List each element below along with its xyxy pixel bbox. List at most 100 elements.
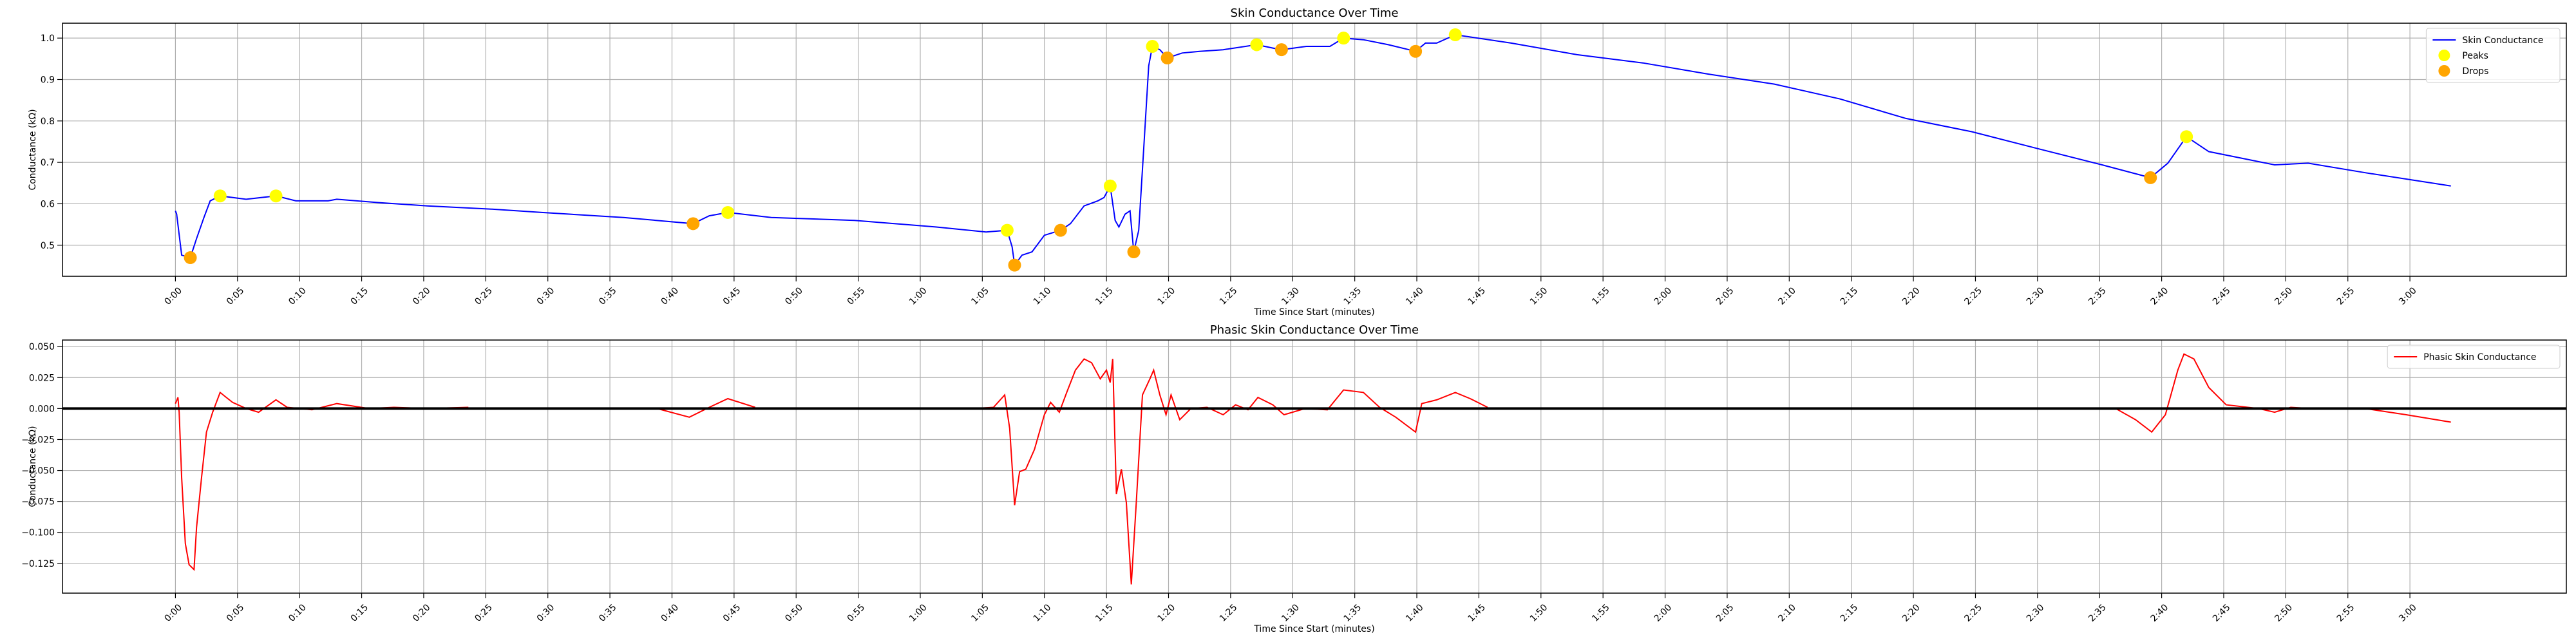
x-tick-label: 2:20 [1900, 285, 1922, 307]
x-tick-label: 0:50 [783, 602, 805, 624]
x-axis-label: Time Since Start (minutes) [1253, 307, 1374, 317]
x-tick-label: 0:45 [721, 602, 743, 624]
x-tick-label: 1:25 [1218, 285, 1240, 307]
x-tick-label: 0:10 [287, 285, 308, 307]
x-tick-label: 0:15 [349, 602, 371, 624]
axes-frame [62, 23, 2567, 277]
x-axis-label: Time Since Start (minutes) [1253, 624, 1374, 634]
y-tick-label: −0.125 [21, 559, 55, 569]
x-tick-label: 2:35 [2087, 602, 2108, 624]
x-tick-label: 0:20 [411, 285, 433, 307]
x-tick-label: 2:50 [2273, 602, 2295, 624]
x-tick-label: 2:50 [2273, 285, 2295, 307]
legend-label: Skin Conductance [2462, 35, 2543, 46]
data-point [2180, 130, 2193, 144]
data-point [1250, 38, 1264, 52]
subplot: Phasic Skin Conductance Over Time 0:00 0:0… [21, 323, 2567, 634]
y-tick-label: 0.7 [41, 158, 55, 168]
data-point [1274, 43, 1288, 57]
subplot: Skin Conductance Over Time 0:00 0:05 0:10 0:… [28, 6, 2567, 317]
x-tick-label: 0:55 [846, 285, 867, 307]
x-tick-label: 1:25 [1218, 602, 1240, 624]
x-tick-label: 1:35 [1342, 285, 1364, 307]
x-tick-label: 3:00 [2397, 602, 2419, 624]
x-tick-label: 0:05 [225, 285, 247, 307]
legend-label: Drops [2462, 66, 2488, 77]
x-tick-label: 1:15 [1094, 285, 1115, 307]
y-tick-label: 0.6 [41, 199, 55, 209]
x-tick-label: 1:10 [1032, 285, 1054, 307]
x-tick-label: 1:45 [1466, 602, 1488, 624]
x-tick-label: 1:30 [1280, 602, 1302, 624]
chart-title: Phasic Skin Conductance Over Time [1210, 323, 1419, 337]
y-tick-label: 0.000 [29, 404, 55, 414]
x-tick-label: 3:00 [2397, 285, 2419, 307]
x-tick-label: 2:15 [1839, 602, 1861, 624]
x-tick-label: 0:00 [162, 602, 184, 624]
x-tick-label: 0:30 [535, 602, 557, 624]
x-tick-label: 1:15 [1094, 602, 1115, 624]
data-point [1008, 258, 1021, 272]
data-line [175, 33, 2451, 267]
x-tick-label: 0:00 [162, 285, 184, 307]
x-tick-label: 0:50 [783, 285, 805, 307]
data-point [184, 251, 197, 265]
data-point [1000, 223, 1014, 237]
x-tick-label: 1:50 [1528, 602, 1550, 624]
y-tick-label: −0.100 [21, 528, 55, 538]
x-tick-label: 2:40 [2149, 602, 2171, 624]
x-tick-label: 0:45 [721, 285, 743, 307]
x-tick-label: 0:20 [411, 602, 433, 624]
y-axis-label: Conductance (kΩ) [28, 109, 38, 190]
x-tick-label: 1:20 [1156, 285, 1178, 307]
x-tick-label: 0:35 [597, 285, 619, 307]
x-tick-label: 2:05 [1714, 602, 1736, 624]
x-tick-label: 2:10 [1776, 285, 1798, 307]
x-tick-label: 2:55 [2335, 602, 2357, 624]
x-tick-label: 0:40 [659, 602, 681, 624]
data-point [1103, 179, 1117, 193]
x-tick-label: 1:40 [1404, 602, 1426, 624]
x-tick-label: 2:45 [2211, 602, 2233, 624]
x-tick-label: 2:25 [1963, 602, 1985, 624]
y-axis-label: Conductance (kΩ) [28, 426, 38, 507]
x-tick-label: 1:35 [1342, 602, 1364, 624]
x-tick-label: 1:45 [1466, 285, 1488, 307]
x-tick-label: 1:05 [969, 602, 991, 624]
y-tick-label: 0.9 [41, 75, 55, 85]
x-tick-label: 0:25 [473, 602, 495, 624]
x-tick-label: 2:10 [1776, 602, 1798, 624]
x-tick-label: 1:05 [969, 285, 991, 307]
x-tick-label: 0:15 [349, 285, 371, 307]
x-tick-label: 1:40 [1404, 285, 1426, 307]
data-point [269, 189, 283, 203]
y-tick-label: 1.0 [41, 33, 55, 44]
x-tick-label: 0:05 [225, 602, 247, 624]
x-tick-label: 1:20 [1156, 602, 1178, 624]
x-tick-label: 0:40 [659, 285, 681, 307]
x-tick-label: 2:30 [2025, 602, 2047, 624]
data-point [1160, 52, 1174, 65]
x-tick-label: 1:00 [907, 285, 929, 307]
data-point [1146, 40, 1159, 53]
y-tick-label: 0.025 [29, 373, 55, 383]
legend-swatch [2438, 65, 2450, 77]
x-tick-label: 2:45 [2211, 285, 2233, 307]
x-tick-label: 2:40 [2149, 285, 2171, 307]
x-tick-label: 0:55 [846, 602, 867, 624]
legend-box [2425, 28, 2561, 83]
x-tick-label: 0:10 [287, 602, 308, 624]
data-point [1127, 245, 1141, 259]
x-tick-label: 2:35 [2087, 285, 2108, 307]
x-tick-label: 1:50 [1528, 285, 1550, 307]
x-tick-label: 0:30 [535, 285, 557, 307]
y-tick-label: 0.050 [29, 342, 55, 352]
data-line [175, 353, 2451, 585]
legend-label: Peaks [2462, 51, 2488, 61]
data-point [2144, 171, 2157, 184]
chart-title: Skin Conductance Over Time [1231, 6, 1399, 20]
data-point [1337, 32, 1350, 45]
data-point [721, 205, 735, 219]
data-point [213, 189, 227, 203]
